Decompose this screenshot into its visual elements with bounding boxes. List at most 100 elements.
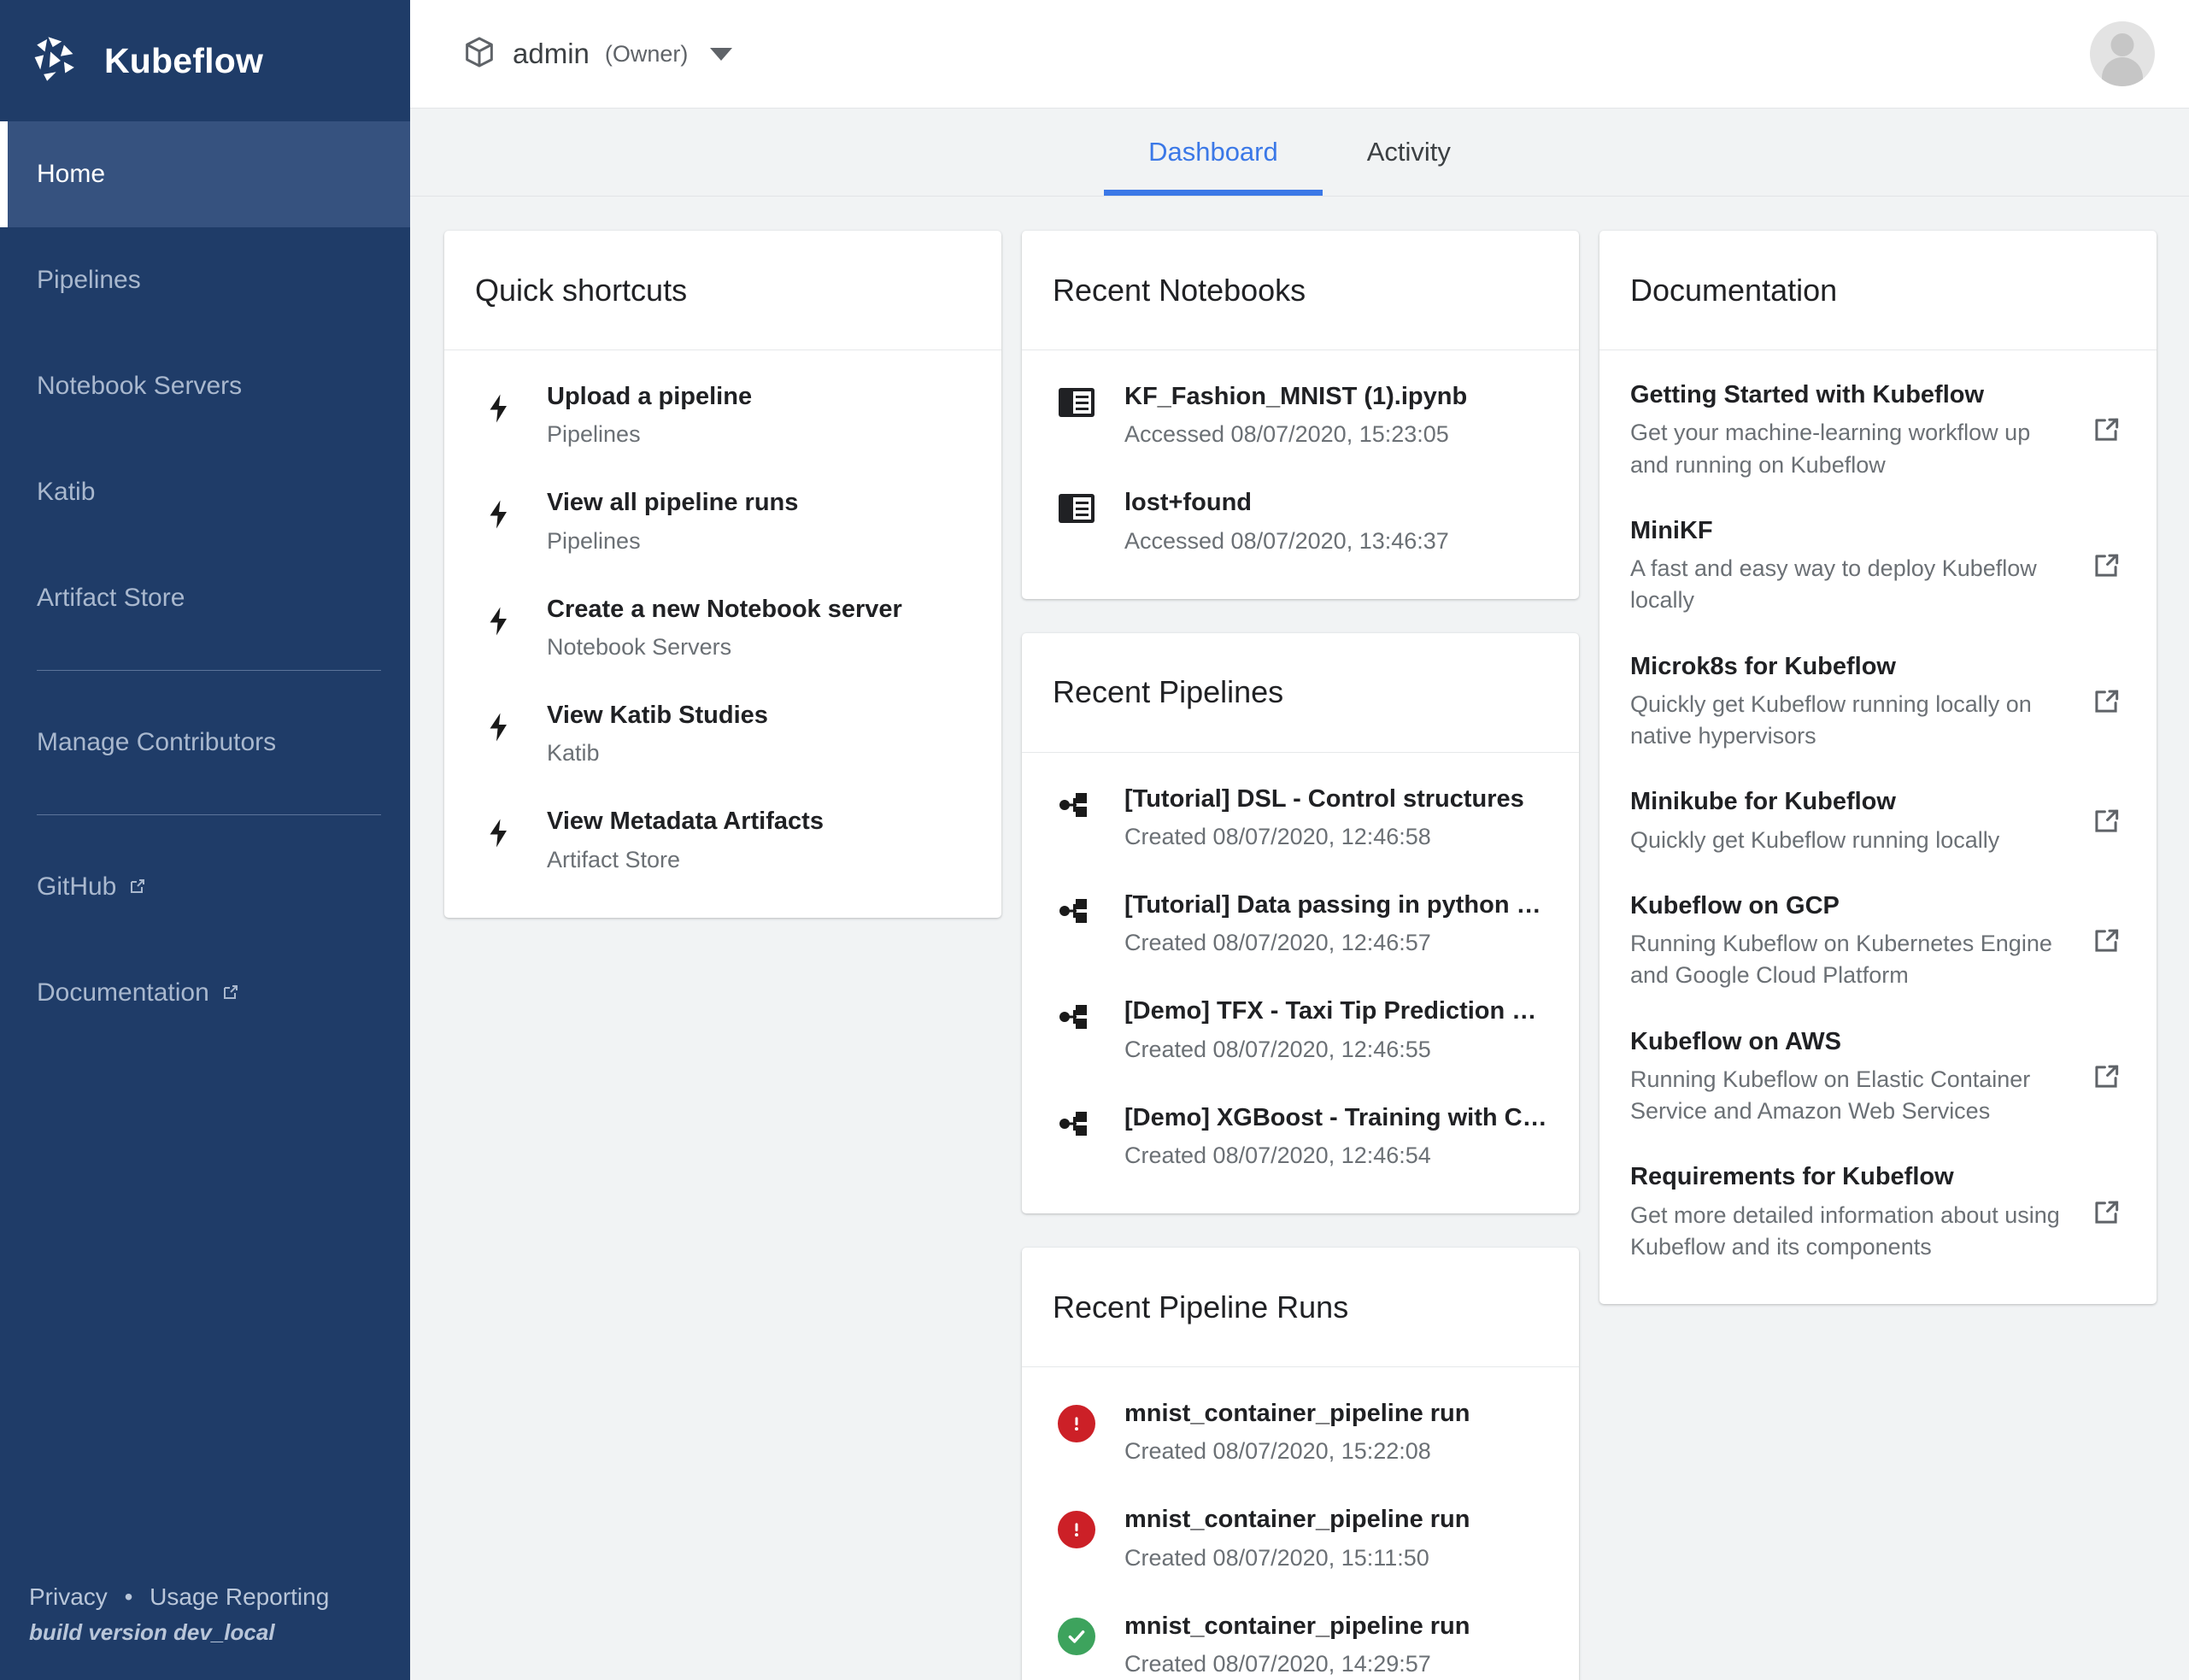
list-item[interactable]: Upload a pipeline Pipelines — [444, 362, 1001, 468]
tab-dashboard[interactable]: Dashboard — [1104, 109, 1323, 196]
list-item[interactable]: Minikube for Kubeflow Quickly get Kubefl… — [1599, 769, 2157, 873]
list-item[interactable]: mnist_container_pipeline run Created 08/… — [1022, 1592, 1579, 1680]
list-item-subtitle: Pipelines — [547, 421, 641, 448]
avatar[interactable] — [2090, 21, 2155, 86]
list-item-subtitle: Created 08/07/2020, 12:46:57 — [1124, 930, 1431, 956]
list-item-title: mnist_container_pipeline run — [1124, 1612, 1470, 1640]
external-link-icon[interactable] — [2086, 1060, 2126, 1093]
sidebar-item-label: Notebook Servers — [37, 372, 243, 400]
sidebar-item-label: Home — [37, 160, 106, 188]
pipeline-icon — [1053, 996, 1100, 1031]
list-item[interactable]: Kubeflow on GCP Running Kubeflow on Kube… — [1599, 873, 2157, 1009]
external-link-icon[interactable] — [2086, 414, 2126, 446]
list-item-description: Quickly get Kubeflow running locally — [1630, 826, 2000, 853]
list-item[interactable]: View Metadata Artifacts Artifact Store — [444, 787, 1001, 893]
external-link-icon[interactable] — [2086, 549, 2126, 582]
list-item[interactable]: mnist_container_pipeline run Created 08/… — [1022, 1485, 1579, 1591]
list-item-title: Microk8s for Kubeflow — [1630, 652, 1896, 680]
list-item-description: Get your machine-learning workflow up an… — [1630, 420, 2031, 478]
pipeline-icon — [1053, 784, 1100, 819]
namespace-selector[interactable]: admin (Owner) — [461, 34, 733, 74]
sidebar-item-label: Manage Contributors — [37, 728, 277, 756]
external-link-icon[interactable] — [2086, 805, 2126, 837]
sidebar-item-label: Artifact Store — [37, 584, 185, 612]
sidebar-item-label: Katib — [37, 478, 96, 506]
list-item-subtitle: Katib — [547, 740, 600, 767]
sidebar-item-github[interactable]: GitHub — [0, 834, 410, 940]
list-item[interactable]: View Katib Studies Katib — [444, 681, 1001, 787]
external-link-icon — [126, 877, 147, 897]
card-body: [Tutorial] DSL - Control structures Crea… — [1022, 753, 1579, 1213]
sidebar-item-artifact-store[interactable]: Artifact Store — [0, 545, 410, 651]
bolt-icon — [475, 700, 523, 748]
privacy-link[interactable]: Privacy — [29, 1583, 108, 1610]
list-item-subtitle: Created 08/07/2020, 12:46:58 — [1124, 823, 1431, 849]
column-documentation: Documentation Getting Started with Kubef… — [1599, 231, 2157, 1304]
usage-reporting-link[interactable]: Usage Reporting — [150, 1583, 330, 1610]
error-icon — [1053, 1398, 1100, 1443]
list-item[interactable]: Kubeflow on AWS Running Kubeflow on Elas… — [1599, 1009, 2157, 1145]
bolt-icon — [475, 487, 523, 535]
card-title: Recent Pipeline Runs — [1022, 1248, 1579, 1368]
list-item[interactable]: mnist_container_pipeline run Created 08/… — [1022, 1379, 1579, 1485]
list-item-title: MiniKF — [1630, 516, 1713, 544]
sidebar-item-documentation[interactable]: Documentation — [0, 940, 410, 1046]
list-item[interactable]: Requirements for Kubeflow Get more detai… — [1599, 1144, 2157, 1280]
external-link-icon[interactable] — [2086, 925, 2126, 957]
card-documentation: Documentation Getting Started with Kubef… — [1599, 231, 2157, 1304]
list-item-title: Kubeflow on GCP — [1630, 891, 1840, 919]
brand-name: Kubeflow — [104, 40, 264, 80]
list-item[interactable]: Create a new Notebook server Notebook Se… — [444, 575, 1001, 681]
list-item-title: [Tutorial] Data passing in python comp… — [1124, 891, 1548, 919]
list-item-subtitle: Created 08/07/2020, 14:29:57 — [1124, 1651, 1431, 1677]
list-item-subtitle: Created 08/07/2020, 15:22:08 — [1124, 1438, 1431, 1465]
list-item-description: Running Kubeflow on Kubernetes Engine an… — [1630, 931, 2052, 989]
list-item[interactable]: KF_Fashion_MNIST (1).ipynb Accessed 08/0… — [1022, 362, 1579, 468]
sidebar-item-home[interactable]: Home — [0, 121, 410, 227]
list-item-subtitle: Accessed 08/07/2020, 15:23:05 — [1124, 421, 1449, 448]
sidebar-item-katib[interactable]: Katib — [0, 439, 410, 545]
pipeline-icon — [1053, 1102, 1100, 1138]
list-item-title: Kubeflow on AWS — [1630, 1027, 1842, 1055]
list-item-title: [Demo] XGBoost - Training with Confusi… — [1124, 1103, 1548, 1131]
tabbar: Dashboard Activity — [410, 109, 2189, 197]
card-recent-notebooks: Recent Notebooks — [1022, 231, 1579, 599]
cube-icon — [461, 34, 497, 74]
footer-links: Privacy • Usage Reporting — [29, 1583, 381, 1611]
card-recent-pipeline-runs: Recent Pipeline Runs mnist_container_pip… — [1022, 1248, 1579, 1680]
list-item[interactable]: [Demo] XGBoost - Training with Confusi… … — [1022, 1084, 1579, 1190]
sidebar-divider-1 — [37, 670, 381, 671]
sidebar-item-manage-contributors[interactable]: Manage Contributors — [0, 690, 410, 796]
list-item-title: View all pipeline runs — [547, 489, 799, 517]
list-item-description: Quickly get Kubeflow running locally on … — [1630, 690, 2032, 749]
namespace-name: admin — [513, 38, 590, 69]
topbar: admin (Owner) — [410, 0, 2189, 109]
sidebar-divider-2 — [37, 814, 381, 815]
tab-activity[interactable]: Activity — [1323, 109, 1495, 196]
success-icon — [1053, 1611, 1100, 1655]
list-item[interactable]: [Tutorial] Data passing in python comp… … — [1022, 871, 1579, 977]
sidebar-item-notebook-servers[interactable]: Notebook Servers — [0, 333, 410, 439]
external-link-icon[interactable] — [2086, 685, 2126, 718]
list-item-title: Requirements for Kubeflow — [1630, 1163, 1954, 1191]
brand[interactable]: Kubeflow — [0, 0, 410, 121]
list-item-title: KF_Fashion_MNIST (1).ipynb — [1124, 383, 1468, 410]
list-item[interactable]: MiniKF A fast and easy way to deploy Kub… — [1599, 498, 2157, 634]
list-item-title: [Demo] TFX - Taxi Tip Prediction Model … — [1124, 997, 1548, 1025]
list-item[interactable]: [Tutorial] DSL - Control structures Crea… — [1022, 765, 1579, 871]
sidebar-item-pipelines[interactable]: Pipelines — [0, 227, 410, 333]
list-item[interactable]: [Demo] TFX - Taxi Tip Prediction Model …… — [1022, 977, 1579, 1083]
notebook-icon — [1053, 487, 1100, 524]
external-link-icon[interactable] — [2086, 1196, 2126, 1229]
list-item-title: mnist_container_pipeline run — [1124, 1506, 1470, 1534]
pipeline-icon — [1053, 890, 1100, 925]
list-item[interactable]: Microk8s for Kubeflow Quickly get Kubefl… — [1599, 634, 2157, 770]
list-item[interactable]: Getting Started with Kubeflow Get your m… — [1599, 362, 2157, 498]
list-item[interactable]: View all pipeline runs Pipelines — [444, 468, 1001, 574]
list-item-title: lost+found — [1124, 489, 1253, 517]
kubeflow-logo-icon — [29, 32, 85, 89]
list-item[interactable]: lost+found Accessed 08/07/2020, 13:46:37 — [1022, 468, 1579, 574]
list-item-title: View Katib Studies — [547, 702, 768, 730]
bolt-icon — [475, 806, 523, 854]
